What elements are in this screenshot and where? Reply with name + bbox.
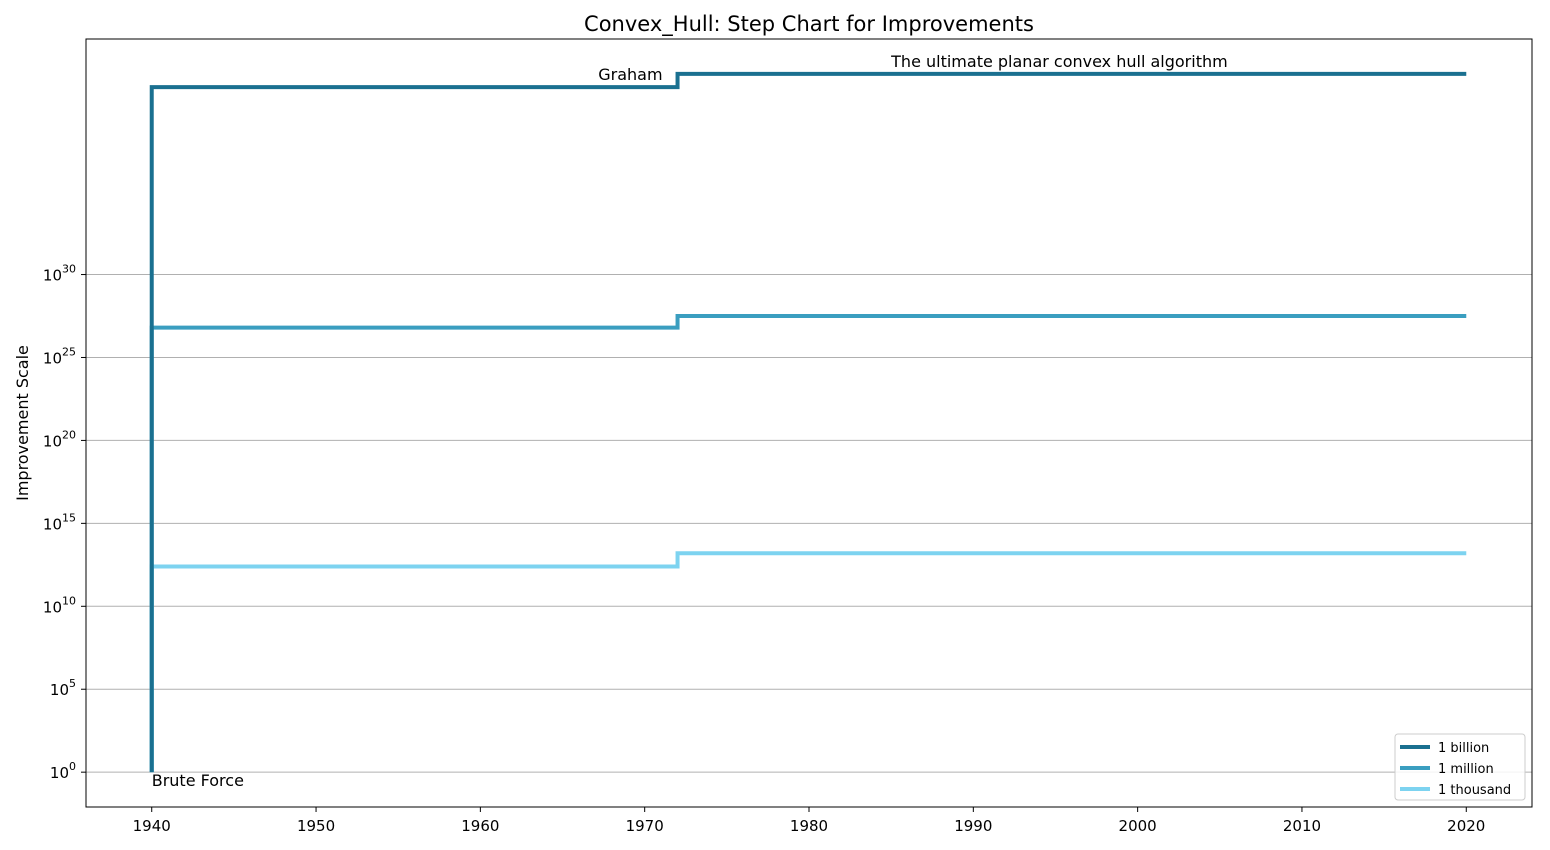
x-tick-label-3: 1970 [626, 817, 664, 835]
chart-title: Convex_Hull: Step Chart for Improvements [584, 12, 1034, 37]
x-tick-label-8: 2020 [1447, 817, 1485, 835]
x-tick-label-7: 2010 [1283, 817, 1321, 835]
x-tick-label-6: 2000 [1119, 817, 1157, 835]
y-tick-label-0: 100 [50, 760, 76, 782]
annotation-0: Brute Force [152, 771, 244, 790]
legend-label-2: 1 thousand [1438, 783, 1511, 798]
y-tick-label-1: 105 [50, 677, 76, 699]
series-line-2 [149, 551, 1467, 773]
annotations: Brute Force Graham The ultimate planar con… [152, 52, 1228, 790]
y-tick-label-3: 1015 [43, 511, 76, 533]
grid-lines [86, 274, 1532, 773]
legend-box [1394, 733, 1526, 801]
y-axis-label: Improvement Scale [13, 345, 32, 501]
annotation-1: Graham [598, 65, 662, 84]
legend: 1 billion 1 million 1 thousand [1394, 733, 1526, 801]
series-line-1 [149, 314, 1467, 773]
series-lines [149, 71, 1467, 773]
y-axis-ticks: 100 105 1010 1015 1020 1025 1030 [43, 263, 86, 782]
plot-area-frame [85, 38, 1533, 808]
y-tick-label-5: 1025 [43, 345, 76, 367]
x-tick-label-1: 1950 [297, 817, 335, 835]
x-tick-label-4: 1980 [790, 817, 828, 835]
y-tick-label-2: 1010 [43, 594, 76, 616]
x-axis-ticks: 1940 1950 1960 1970 1980 1990 2000 2010 2020 [133, 807, 1485, 835]
annotation-2: The ultimate planar convex hull algorith… [890, 52, 1228, 71]
series-line-0 [149, 71, 1467, 773]
x-tick-label-5: 1990 [954, 817, 992, 835]
y-tick-label-4: 1020 [43, 428, 76, 450]
x-tick-label-2: 1960 [461, 817, 499, 835]
x-tick-label-0: 1940 [133, 817, 171, 835]
legend-label-1: 1 million [1438, 762, 1494, 777]
y-tick-label-6: 1030 [43, 263, 76, 285]
legend-label-0: 1 billion [1438, 741, 1489, 756]
